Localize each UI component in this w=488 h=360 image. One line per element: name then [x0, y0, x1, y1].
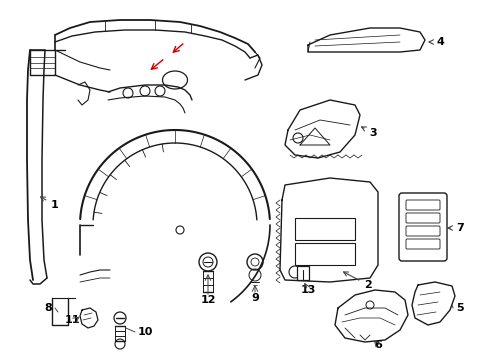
Text: 11: 11	[64, 315, 80, 325]
Text: 13: 13	[300, 285, 315, 295]
Text: 5: 5	[455, 303, 463, 313]
Text: 8: 8	[44, 303, 52, 313]
FancyBboxPatch shape	[294, 218, 354, 240]
Bar	[296, 266, 308, 280]
FancyBboxPatch shape	[405, 226, 439, 236]
Text: 12: 12	[200, 295, 215, 305]
Text: 4: 4	[428, 37, 443, 47]
Text: 6: 6	[373, 340, 381, 350]
FancyBboxPatch shape	[405, 213, 439, 223]
FancyBboxPatch shape	[405, 200, 439, 210]
FancyBboxPatch shape	[294, 243, 354, 265]
Text: 7: 7	[447, 223, 463, 233]
Text: 3: 3	[361, 127, 376, 138]
Text: 1: 1	[41, 197, 59, 210]
Text: 10: 10	[137, 327, 152, 337]
Text: 2: 2	[343, 272, 371, 290]
FancyBboxPatch shape	[405, 239, 439, 249]
FancyBboxPatch shape	[398, 193, 446, 261]
Text: 9: 9	[250, 293, 259, 303]
